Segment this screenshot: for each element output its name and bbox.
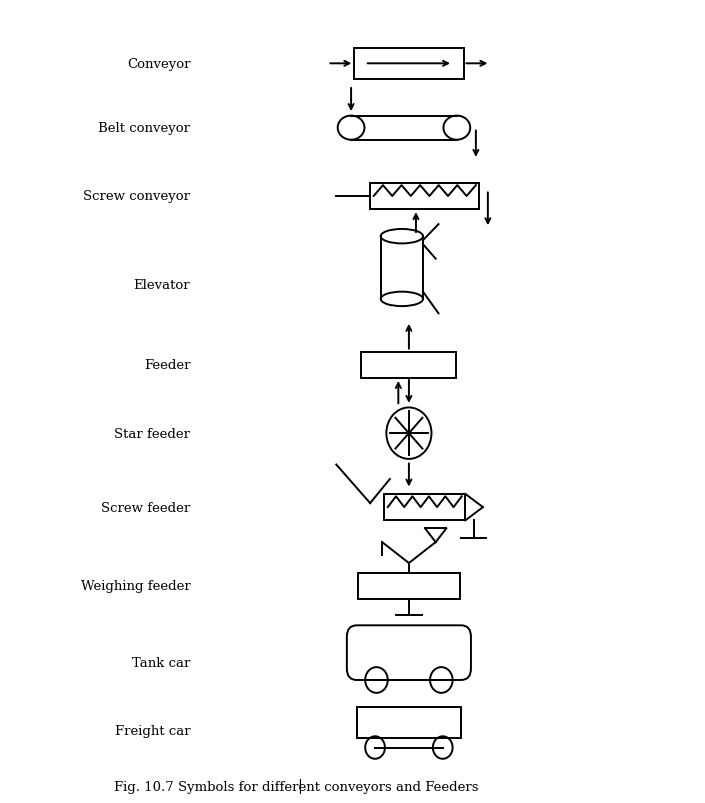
Text: Freight car: Freight car (115, 724, 190, 737)
Bar (357, 573, 460, 599)
Text: Belt conveyor: Belt conveyor (99, 122, 190, 135)
Text: Screw conveyor: Screw conveyor (83, 190, 190, 203)
Text: Conveyor: Conveyor (127, 58, 190, 71)
Text: Feeder: Feeder (144, 359, 190, 372)
Bar (357, 707, 461, 738)
Text: |: | (297, 777, 302, 793)
Bar (384, 495, 465, 521)
Bar (355, 49, 464, 79)
Text: Weighing feeder: Weighing feeder (80, 580, 190, 593)
Text: Screw feeder: Screw feeder (101, 501, 190, 514)
Text: Elevator: Elevator (134, 279, 190, 291)
Bar (361, 352, 457, 378)
Bar (370, 183, 479, 210)
Text: Star feeder: Star feeder (114, 427, 190, 440)
Text: Tank car: Tank car (132, 656, 190, 669)
Text: Fig. 10.7 Symbols for different conveyors and Feeders: Fig. 10.7 Symbols for different conveyor… (114, 780, 479, 793)
